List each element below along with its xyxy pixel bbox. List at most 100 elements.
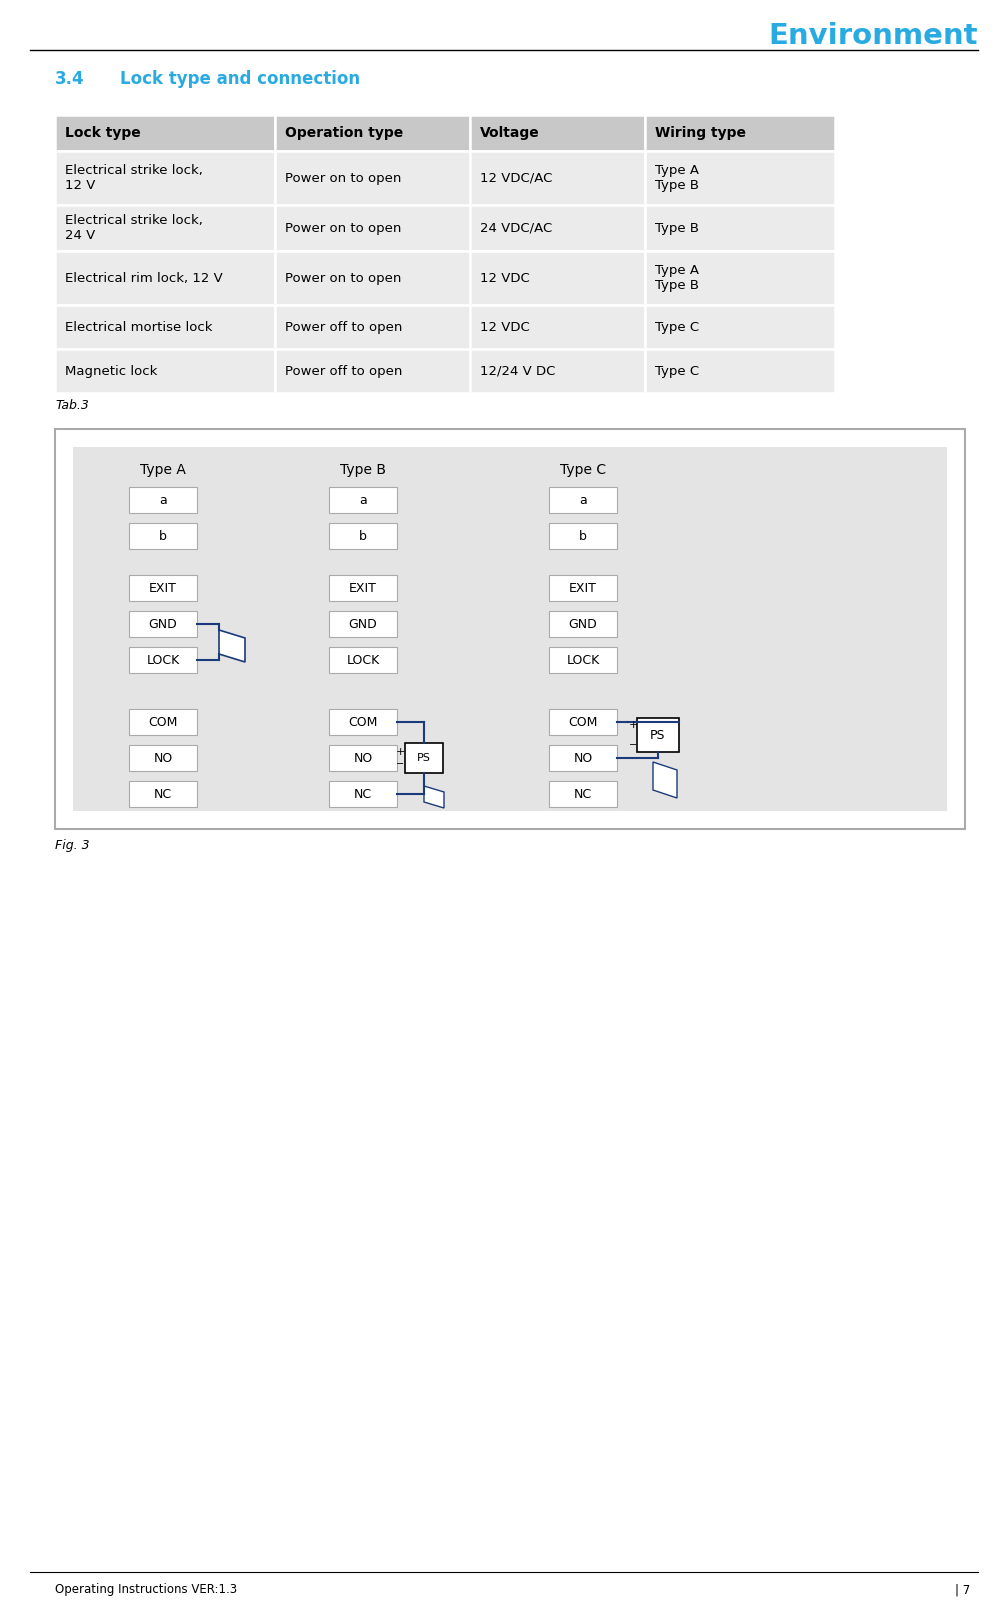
Bar [329,612,396,637]
Bar [55,115,275,150]
Text: Type A
Type B: Type A Type B [654,264,698,291]
Text: LOCK: LOCK [566,653,599,666]
Bar [644,150,834,205]
Bar [73,447,946,812]
Text: Wiring type: Wiring type [654,126,745,139]
Text: GND: GND [568,618,597,631]
Text: COM: COM [148,716,178,728]
Text: Operating Instructions VER:1.3: Operating Instructions VER:1.3 [55,1583,237,1596]
Text: Tab.3: Tab.3 [55,399,89,411]
Text: 24 VDC/AC: 24 VDC/AC [479,221,552,234]
Text: Environment: Environment [767,22,977,50]
Text: Voltage: Voltage [479,126,540,139]
Bar [404,743,442,773]
Text: Electrical mortise lock: Electrical mortise lock [65,320,213,333]
Text: Fig. 3: Fig. 3 [55,839,89,852]
Bar [128,487,197,512]
Bar [275,150,469,205]
Text: Power on to open: Power on to open [285,272,401,285]
Text: NO: NO [353,751,372,765]
Bar [469,306,644,349]
Bar [128,575,197,600]
Text: NO: NO [573,751,592,765]
Text: 3.4: 3.4 [55,70,84,88]
Bar [329,709,396,735]
Bar [644,115,834,150]
Bar [329,744,396,772]
Text: Electrical strike lock,
12 V: Electrical strike lock, 12 V [65,163,203,192]
Text: Magnetic lock: Magnetic lock [65,365,157,378]
Text: NC: NC [574,788,592,800]
Text: a: a [158,493,166,506]
Bar [128,647,197,672]
Text: 12 VDC: 12 VDC [479,320,530,333]
Bar [549,647,617,672]
Text: a: a [579,493,587,506]
Bar [469,251,644,306]
Text: b: b [579,530,587,543]
Bar [549,524,617,549]
Text: Lock type and connection: Lock type and connection [120,70,360,88]
Bar [329,647,396,672]
Text: Type B: Type B [340,463,385,477]
Text: COM: COM [568,716,597,728]
Bar [549,575,617,600]
Polygon shape [219,631,245,661]
Text: a: a [359,493,366,506]
Bar [644,205,834,251]
Text: Power off to open: Power off to open [285,365,402,378]
Bar [469,349,644,392]
Bar [329,487,396,512]
Text: b: b [359,530,366,543]
Bar [128,709,197,735]
Bar [329,781,396,807]
Bar [55,251,275,306]
Bar [549,487,617,512]
Text: LOCK: LOCK [346,653,379,666]
Text: Power on to open: Power on to open [285,171,401,184]
Bar [55,150,275,205]
Bar [644,306,834,349]
Text: Type B: Type B [654,221,698,234]
Bar [469,115,644,150]
Text: 12 VDC/AC: 12 VDC/AC [479,171,552,184]
Bar [275,115,469,150]
Bar [55,429,964,829]
Polygon shape [652,762,676,797]
Text: EXIT: EXIT [569,581,597,594]
Text: Type A
Type B: Type A Type B [654,163,698,192]
Text: NC: NC [354,788,372,800]
Text: 12/24 V DC: 12/24 V DC [479,365,555,378]
Bar [275,349,469,392]
Text: −: − [628,740,637,749]
Bar [275,306,469,349]
Text: COM: COM [348,716,377,728]
Text: Lock type: Lock type [65,126,140,139]
Text: Type C: Type C [654,320,698,333]
Bar [636,717,678,752]
Text: Power on to open: Power on to open [285,221,401,234]
Bar [329,575,396,600]
Text: Electrical rim lock, 12 V: Electrical rim lock, 12 V [65,272,223,285]
Text: GND: GND [148,618,178,631]
Text: 12 VDC: 12 VDC [479,272,530,285]
Bar [329,524,396,549]
Text: GND: GND [348,618,377,631]
Bar [128,781,197,807]
Text: NO: NO [153,751,173,765]
Text: Type C: Type C [560,463,606,477]
Text: Operation type: Operation type [285,126,403,139]
Bar [55,306,275,349]
Text: +: + [628,720,637,730]
Bar [549,744,617,772]
Text: Power off to open: Power off to open [285,320,402,333]
Text: LOCK: LOCK [146,653,180,666]
Bar [644,349,834,392]
Bar [55,205,275,251]
Bar [549,709,617,735]
Bar [469,150,644,205]
Polygon shape [423,786,443,809]
Bar [128,524,197,549]
Text: Electrical strike lock,
24 V: Electrical strike lock, 24 V [65,215,203,242]
Text: EXIT: EXIT [148,581,177,594]
